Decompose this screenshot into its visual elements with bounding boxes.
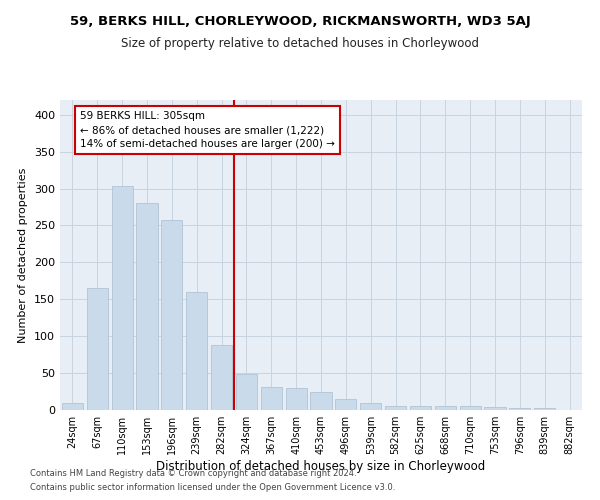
Bar — [360, 404, 381, 410]
Text: 59 BERKS HILL: 305sqm
← 86% of detached houses are smaller (1,222)
14% of semi-d: 59 BERKS HILL: 305sqm ← 86% of detached … — [80, 111, 335, 149]
Bar — [410, 406, 431, 410]
Bar — [435, 406, 456, 410]
Bar — [62, 402, 83, 410]
Text: Contains HM Land Registry data © Crown copyright and database right 2024.: Contains HM Land Registry data © Crown c… — [30, 468, 356, 477]
X-axis label: Distribution of detached houses by size in Chorleywood: Distribution of detached houses by size … — [157, 460, 485, 473]
Bar — [161, 220, 182, 410]
Bar — [509, 408, 530, 410]
Bar — [261, 387, 282, 410]
Bar — [534, 408, 555, 410]
Y-axis label: Number of detached properties: Number of detached properties — [19, 168, 28, 342]
Bar — [484, 407, 506, 410]
Bar — [236, 374, 257, 410]
Text: 59, BERKS HILL, CHORLEYWOOD, RICKMANSWORTH, WD3 5AJ: 59, BERKS HILL, CHORLEYWOOD, RICKMANSWOR… — [70, 15, 530, 28]
Bar — [186, 292, 207, 410]
Bar — [385, 406, 406, 410]
Bar — [211, 345, 232, 410]
Bar — [136, 204, 158, 410]
Bar — [112, 186, 133, 410]
Bar — [310, 392, 332, 410]
Text: Contains public sector information licensed under the Open Government Licence v3: Contains public sector information licen… — [30, 484, 395, 492]
Text: Size of property relative to detached houses in Chorleywood: Size of property relative to detached ho… — [121, 38, 479, 51]
Bar — [87, 288, 108, 410]
Bar — [286, 388, 307, 410]
Bar — [460, 406, 481, 410]
Bar — [335, 399, 356, 410]
